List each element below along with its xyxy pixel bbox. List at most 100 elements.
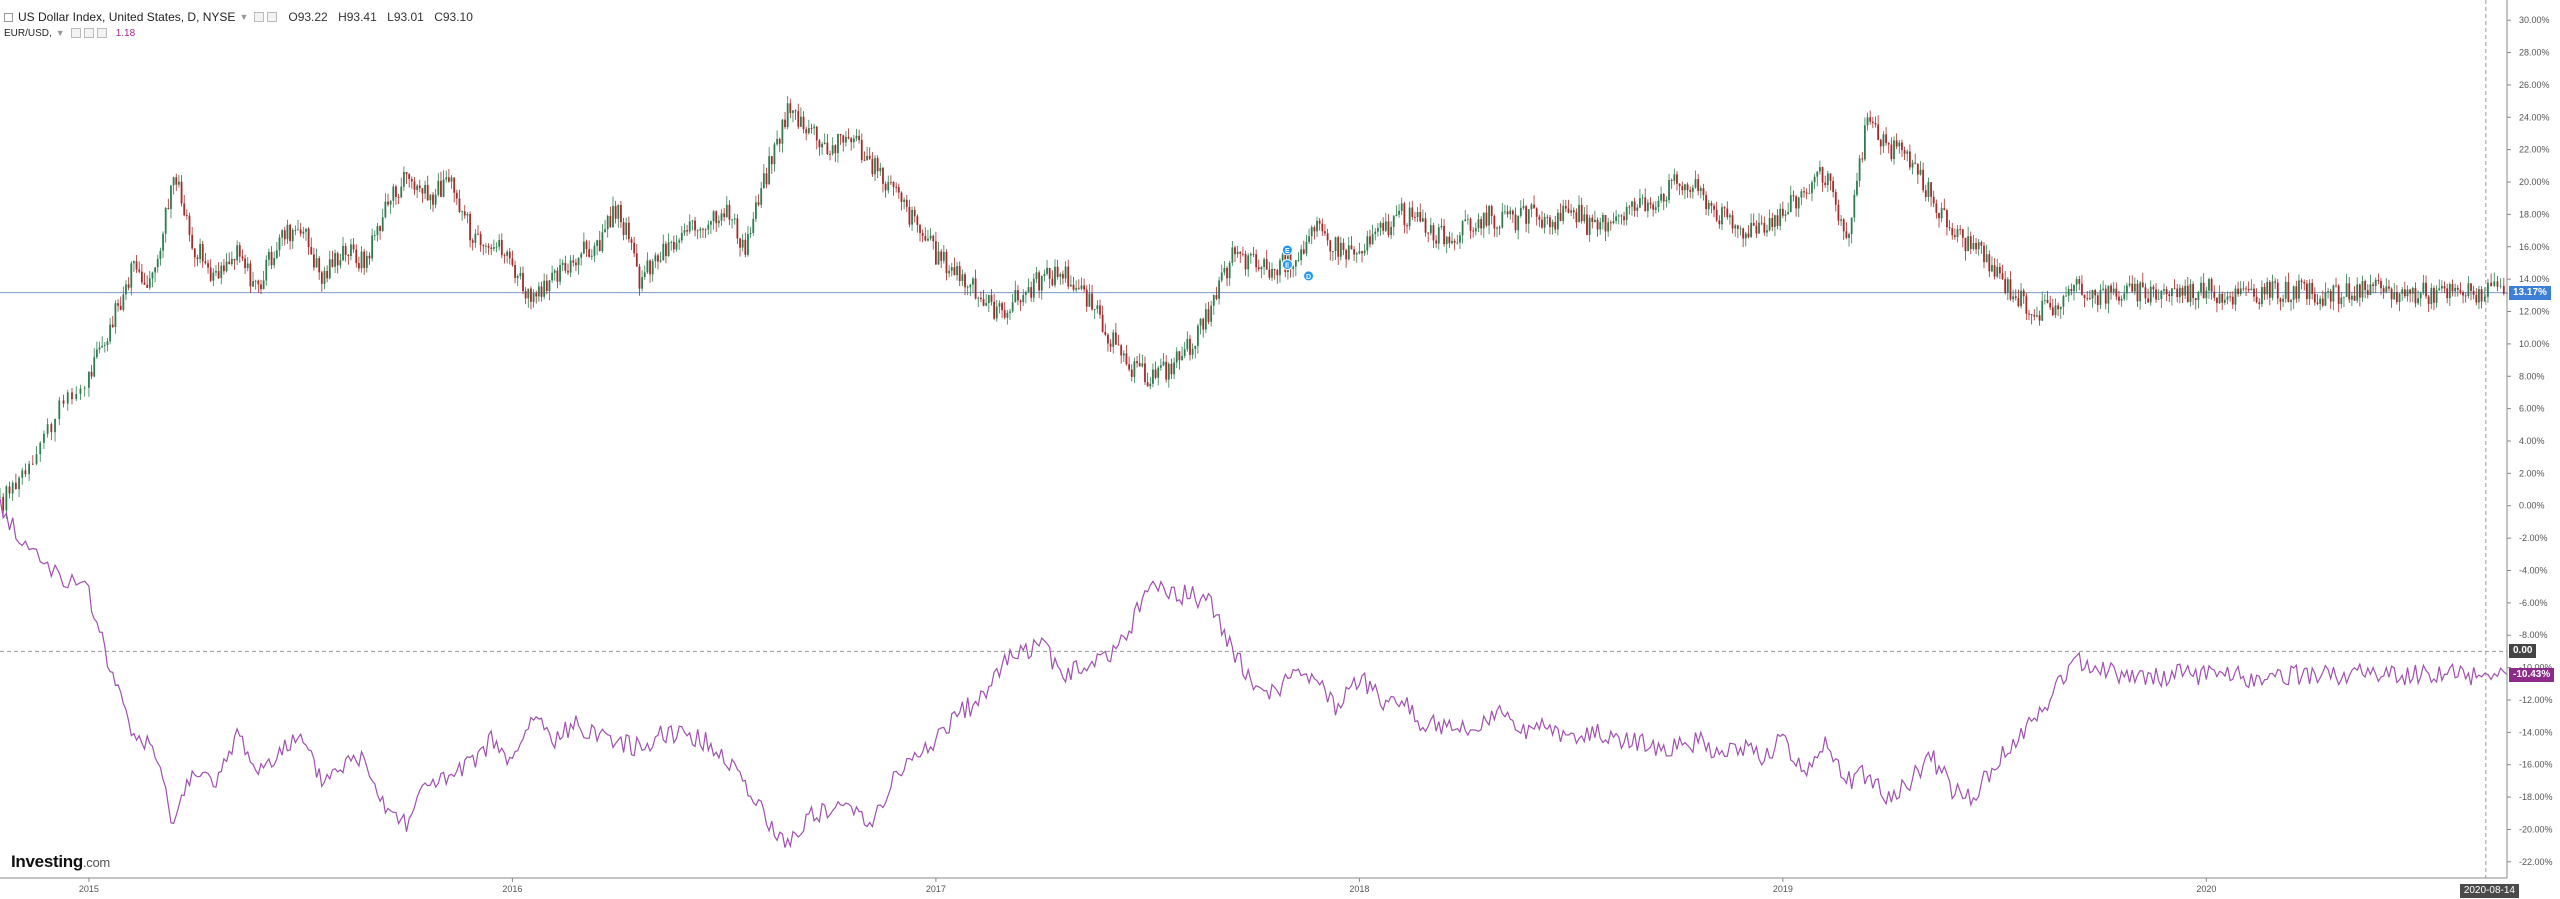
candle-body (1181, 355, 1183, 361)
candle-body (1006, 312, 1009, 318)
candle (1808, 184, 1811, 195)
candle (672, 235, 675, 253)
compare-series-title[interactable]: EUR/USD, (4, 27, 52, 39)
candle (657, 253, 659, 270)
candle-body (1750, 222, 1752, 238)
candle-body (1366, 236, 1369, 251)
candle (995, 300, 998, 322)
candle (800, 107, 802, 128)
candle (2306, 279, 2308, 306)
candle (1797, 196, 1800, 218)
compare-series-legend[interactable]: EUR/USD, ▼ 1.18 (4, 24, 135, 42)
candle (387, 193, 389, 207)
candle-body (172, 177, 175, 186)
candle-body (1829, 173, 1832, 181)
candle (1792, 190, 1795, 202)
event-marker-label: E (1285, 263, 1290, 270)
candle (691, 219, 694, 231)
candle (797, 103, 800, 129)
candle-body (1326, 233, 1329, 241)
candle-body (694, 220, 696, 231)
candle (823, 133, 826, 145)
candle (1051, 270, 1054, 287)
candle-body (424, 184, 426, 194)
candle-body (1842, 219, 1845, 232)
collapse-legend-icon[interactable] (4, 12, 13, 22)
open-value: 93.22 (297, 10, 328, 24)
candle-body (368, 255, 371, 259)
candle-body (302, 231, 305, 234)
candle-body (1032, 278, 1035, 298)
candle (860, 133, 863, 164)
candle-body (2094, 290, 2097, 296)
candle (1543, 213, 1546, 234)
candle (1517, 215, 1520, 240)
candle-body (1684, 184, 1686, 191)
candle (1713, 203, 1715, 218)
candle (921, 229, 924, 243)
candle (143, 272, 146, 285)
candle-body (2123, 293, 2126, 299)
candle (363, 248, 366, 275)
chevron-down-icon[interactable]: ▼ (55, 28, 65, 38)
candle (408, 173, 411, 188)
remove-button[interactable] (96, 28, 107, 38)
candle (2253, 283, 2255, 302)
candle-body (1014, 289, 1017, 303)
candle (1710, 200, 1713, 214)
candle-body (1204, 309, 1207, 330)
visibility-button[interactable] (70, 28, 81, 38)
candle (850, 136, 853, 151)
settings-button[interactable] (83, 28, 94, 38)
candle (845, 131, 847, 147)
y-tick-label: 22.00% (2519, 145, 2550, 155)
candle (773, 142, 776, 172)
candle (598, 230, 601, 252)
candle-body (1096, 305, 1099, 310)
candle-body (966, 287, 969, 289)
candle-body (543, 280, 546, 297)
candle (1408, 201, 1411, 231)
candle-body (1705, 195, 1707, 210)
visibility-button[interactable] (254, 12, 265, 22)
candle-body (122, 294, 125, 310)
candle-body (347, 255, 350, 257)
candle-body (815, 126, 818, 141)
candle (2083, 294, 2086, 308)
candle-body (604, 229, 606, 233)
candle (1149, 376, 1152, 390)
candle (805, 126, 808, 141)
candle-body (2403, 289, 2406, 297)
chevron-down-icon[interactable]: ▼ (239, 12, 249, 22)
candle-body (1636, 207, 1639, 211)
candle (847, 128, 850, 140)
main-series-legend[interactable]: US Dollar Index, United States, D, NYSE … (4, 8, 480, 26)
candle-body (1228, 262, 1231, 279)
candle (1170, 358, 1173, 379)
candle-body (1837, 204, 1840, 221)
candle (291, 228, 294, 249)
candle-body (852, 138, 855, 143)
candle-body (1400, 203, 1403, 211)
candle-body (281, 230, 284, 238)
candle (2186, 276, 2189, 303)
candle-body (1496, 227, 1498, 229)
candle-body (1681, 186, 1684, 191)
candle (2419, 291, 2422, 307)
candle (2123, 285, 2126, 301)
candle (2181, 285, 2184, 304)
candle-body (823, 142, 826, 145)
candle (2014, 289, 2017, 301)
settings-button[interactable] (267, 12, 278, 22)
y-tick-label: 18.00% (2519, 209, 2550, 219)
main-series-title[interactable]: US Dollar Index, United States, D, NYSE (18, 10, 236, 24)
candle-body (2345, 283, 2348, 297)
candle (2229, 291, 2232, 302)
candle (2284, 276, 2287, 303)
candle (1297, 252, 1300, 263)
candle (1366, 230, 1369, 255)
candle-body (874, 158, 876, 175)
candle-body (2009, 279, 2012, 300)
